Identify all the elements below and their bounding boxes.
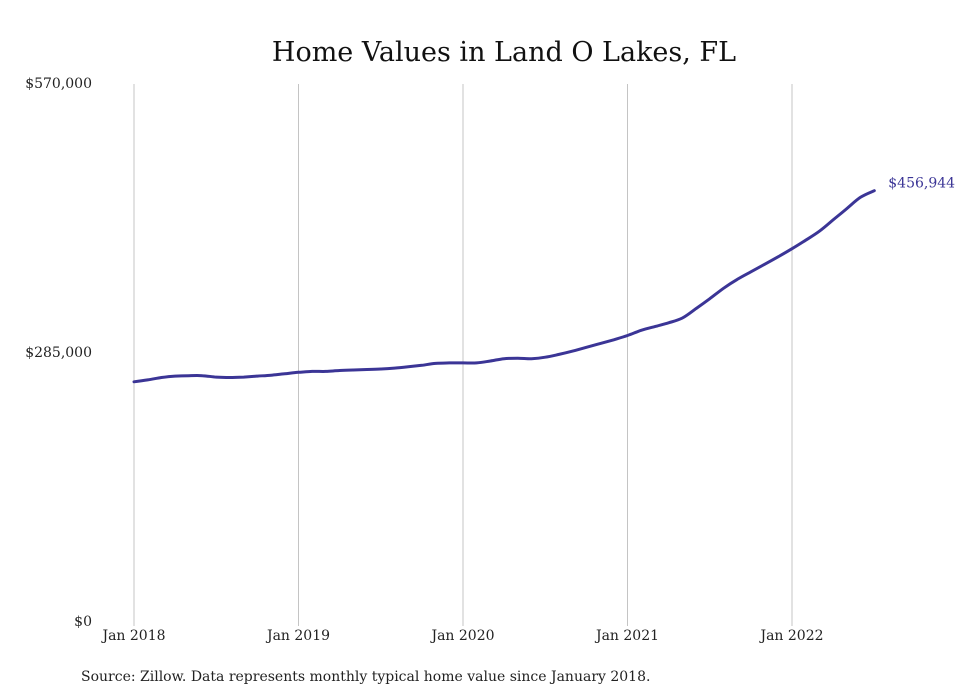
y-axis-ticks: $0 $285,000 $570,000 [25,76,92,630]
x-tick-label: Jan 2019 [265,628,330,644]
grid-lines [133,84,793,626]
x-axis-ticks: Jan 2018 Jan 2019 Jan 2020 Jan 2021 Jan 2022 [100,628,823,644]
y-tick-label: $0 [74,614,92,630]
x-tick-label: Jan 2022 [758,628,823,644]
x-tick-label: Jan 2021 [594,628,659,644]
chart-title: Home Values in Land O Lakes, FL [272,37,736,68]
end-value-label: $456,944 [888,176,955,192]
y-tick-label: $285,000 [25,345,92,361]
x-tick-label: Jan 2018 [100,628,165,644]
series-line [132,189,876,384]
x-tick-label: Jan 2020 [429,628,494,644]
y-tick-label: $570,000 [25,76,92,92]
source-note: Source: Zillow. Data represents monthly … [81,669,650,685]
